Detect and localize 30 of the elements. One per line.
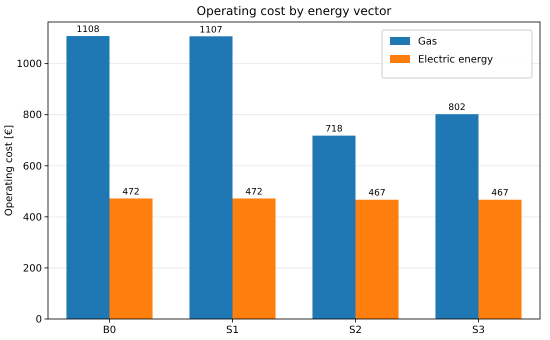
x-tick-label: S2	[349, 325, 362, 336]
data-label: 802	[448, 103, 466, 114]
y-tick-label: 400	[22, 212, 42, 224]
x-tick-label: S3	[472, 325, 485, 336]
data-label: 472	[245, 187, 263, 198]
data-label: 1108	[76, 25, 100, 36]
bar	[435, 114, 478, 319]
bar	[66, 36, 110, 319]
y-tick-label: 0	[36, 314, 42, 326]
y-tick-label: 1000	[16, 59, 42, 70]
data-label: 1107	[200, 25, 222, 36]
bar	[110, 198, 153, 319]
legend-label: Electric energy	[418, 54, 494, 66]
data-label: 467	[368, 188, 386, 199]
y-tick-label: 200	[22, 263, 42, 274]
x-tick-label: S1	[226, 325, 239, 336]
y-axis-title: Operating cost [€]	[4, 124, 15, 216]
y-tick-label: 800	[22, 110, 42, 122]
bar	[232, 198, 276, 319]
bar	[356, 200, 399, 319]
data-label: 472	[122, 187, 140, 198]
x-tick-label: B0	[102, 325, 116, 336]
data-label: 467	[491, 188, 509, 199]
bar	[478, 200, 522, 319]
bar	[312, 136, 356, 319]
legend-label: Gas	[418, 36, 438, 48]
data-label: 718	[325, 124, 343, 135]
bar	[189, 36, 232, 319]
y-tick-label: 600	[22, 161, 42, 172]
chart-title: Operating cost by energy vector	[196, 4, 392, 18]
